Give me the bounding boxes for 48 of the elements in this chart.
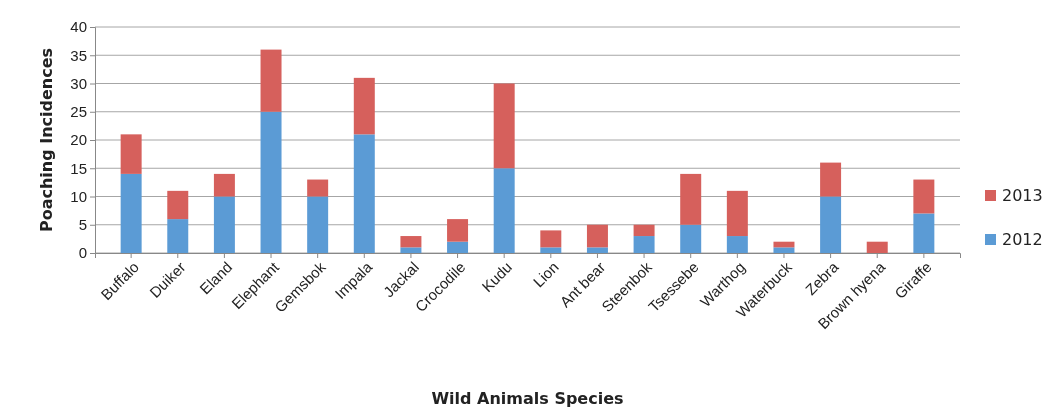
bar [773, 247, 795, 253]
y-axis-title: Poaching Incidences [37, 47, 56, 233]
y-tick-label: 25 [70, 103, 87, 121]
bar [913, 213, 935, 253]
bar [213, 173, 235, 197]
bar [167, 219, 189, 253]
y-tick-label: 5 [78, 216, 87, 234]
bar [493, 168, 515, 253]
legend-label: 2012 [1002, 230, 1043, 249]
bar [260, 111, 282, 253]
bar [633, 224, 655, 237]
bar [400, 236, 422, 248]
legend-label: 2013 [1002, 186, 1043, 205]
bar [586, 247, 608, 253]
x-tick-label: Lion [529, 258, 562, 291]
bar [633, 236, 655, 253]
y-tick-label: 40 [70, 18, 87, 36]
bar [447, 219, 469, 242]
bar [680, 173, 702, 225]
y-tick-label: 10 [70, 187, 87, 205]
bar [120, 134, 142, 174]
bar [540, 247, 562, 253]
bar [680, 224, 702, 253]
bar [400, 247, 422, 253]
bar [820, 196, 842, 253]
bar [353, 77, 375, 135]
y-tick-label: 15 [70, 159, 87, 177]
bar [167, 190, 189, 220]
bar [540, 230, 562, 248]
bar [586, 224, 608, 248]
y-tick-label: 20 [70, 131, 87, 149]
bar [913, 179, 935, 214]
bar [213, 196, 235, 253]
bar [726, 190, 748, 237]
y-tick-label: 30 [70, 74, 87, 92]
bar [120, 173, 142, 253]
y-tick-label: 0 [78, 244, 87, 262]
bar [447, 241, 469, 253]
bar [866, 241, 888, 253]
y-tick-label: 35 [70, 46, 87, 64]
bar [493, 83, 515, 169]
x-axis-title: Wild Animals Species [431, 389, 624, 408]
bar [726, 236, 748, 253]
bar [307, 196, 329, 253]
bar [307, 179, 329, 197]
bar [820, 162, 842, 197]
bar [353, 134, 375, 253]
bar [260, 49, 282, 112]
